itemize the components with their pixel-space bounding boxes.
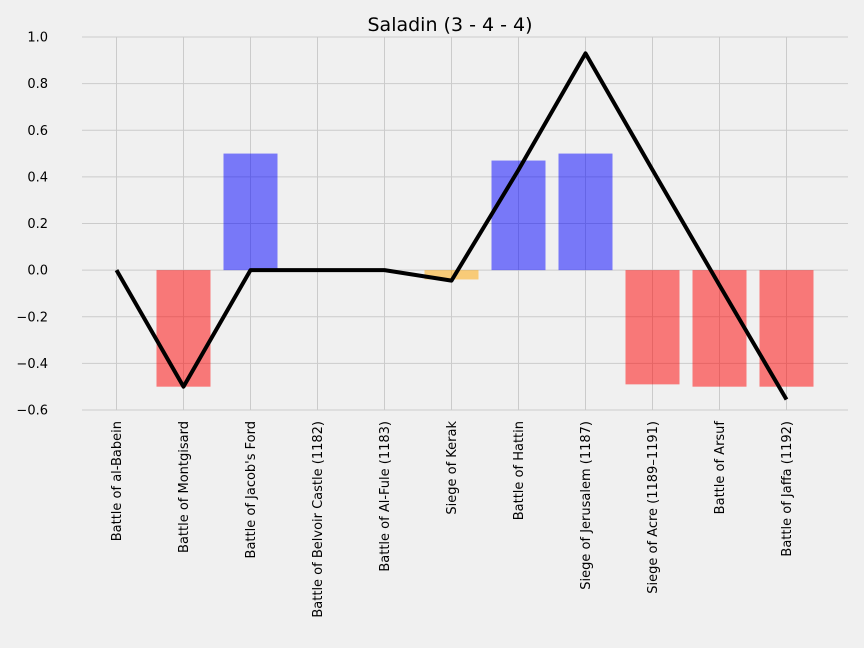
x-tick-label: Siege of Kerak <box>445 421 460 515</box>
x-tick-label: Battle of Jaffa (1192) <box>780 421 795 557</box>
x-tick-label: Battle of Jacob's Ford <box>244 421 259 558</box>
x-tick-label: Battle of Belvoir Castle (1182) <box>311 421 326 618</box>
x-tick-label: Battle of Hattin <box>512 421 527 520</box>
bar <box>692 270 747 387</box>
x-tick-label: Siege of Jerusalem (1187) <box>579 421 594 590</box>
bars <box>156 153 814 387</box>
bar <box>558 153 613 271</box>
x-tick-label: Battle of Arsuf <box>713 421 728 515</box>
y-tick-label: −0.2 <box>16 310 48 325</box>
bar <box>424 270 479 280</box>
y-tick-label: −0.4 <box>16 357 48 372</box>
x-tick-label: Battle of Al-Fule (1183) <box>378 421 393 572</box>
bar <box>491 160 546 271</box>
y-tick-label: 0.0 <box>27 264 48 279</box>
x-axis: Battle of al-Babein Battle of Montgisard B… <box>110 421 795 618</box>
y-tick-label: 0.4 <box>27 170 48 185</box>
bar <box>156 270 211 387</box>
y-tick-label: 0.8 <box>27 77 48 92</box>
line-series <box>114 51 789 401</box>
y-tick-label: 1.0 <box>27 31 48 46</box>
bar <box>223 153 278 271</box>
y-tick-label: −0.6 <box>16 404 48 419</box>
x-tick-label: Battle of Montgisard <box>177 421 192 553</box>
bar <box>625 270 680 385</box>
chart-title: Saladin (3 - 4 - 4) <box>367 14 532 36</box>
x-tick-label: Siege of Acre (1189–1191) <box>646 421 661 594</box>
x-tick-label: Battle of al-Babein <box>110 421 125 541</box>
y-tick-label: 0.6 <box>27 124 48 139</box>
y-tick-label: 0.2 <box>27 217 48 232</box>
y-axis: −0.6 −0.4 −0.2 0.0 0.2 0.4 0.6 0.8 1.0 <box>16 31 48 419</box>
